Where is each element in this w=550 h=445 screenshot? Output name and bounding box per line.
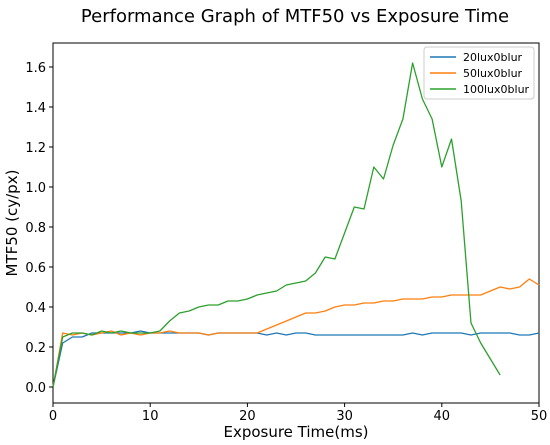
- series-line-100lux0blur: [52, 62, 501, 388]
- x-tick-label: 20: [239, 409, 256, 424]
- axis-ticks: 0 10 20 30 40 50 0.0 0.2 0.4 0.6 0.8 1.0 1.2 1.4 1.6: [25, 61, 547, 424]
- x-tick-label: 30: [336, 409, 353, 424]
- legend-label: 20lux0blur: [463, 51, 523, 64]
- x-tick-label: 10: [142, 409, 159, 424]
- legend-label: 100lux0blur: [463, 83, 530, 96]
- y-tick-label: 1.4: [25, 101, 46, 116]
- y-tick-label: 0.0: [25, 381, 46, 396]
- y-tick-label: 0.2: [25, 341, 46, 356]
- x-tick-label: 0: [49, 409, 57, 424]
- x-tick-label: 50: [531, 409, 548, 424]
- y-axis-label: MTF50 (cy/px): [3, 170, 21, 277]
- y-tick-label: 0.4: [25, 301, 46, 316]
- chart-title: Performance Graph of MTF50 vs Exposure T…: [81, 6, 509, 27]
- y-tick-label: 0.8: [25, 221, 46, 236]
- series-layer: [52, 62, 540, 388]
- y-tick-label: 1.0: [25, 181, 46, 196]
- y-tick-label: 1.2: [25, 141, 46, 156]
- series-line-50lux0blur: [52, 278, 540, 388]
- x-tick-label: 40: [434, 409, 451, 424]
- plot-area-frame: [52, 42, 540, 404]
- x-axis-label: Exposure Time(ms): [223, 423, 368, 441]
- legend-label: 50lux0blur: [463, 67, 523, 80]
- y-tick-label: 0.6: [25, 261, 46, 276]
- y-tick-label: 1.6: [25, 61, 46, 76]
- legend-box: [423, 46, 535, 100]
- series-line-20lux0blur: [52, 330, 540, 388]
- legend: 20lux0blur 50lux0blur 100lux0blur: [423, 46, 535, 100]
